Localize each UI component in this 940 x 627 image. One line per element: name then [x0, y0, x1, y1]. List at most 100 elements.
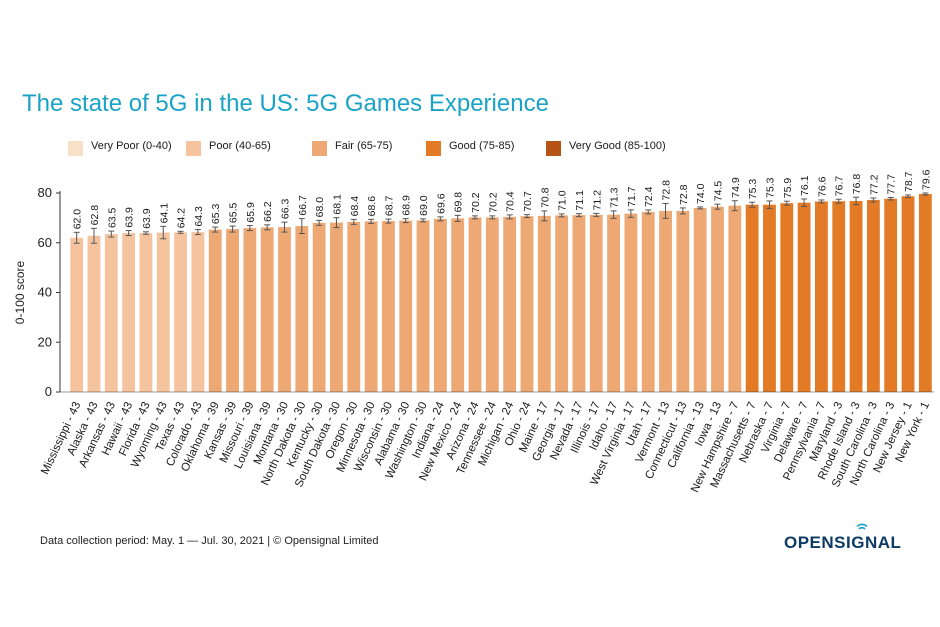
- bar: [226, 229, 239, 392]
- data-label: 74.5: [713, 181, 725, 202]
- data-label: 62.0: [72, 209, 84, 230]
- data-label: 63.9: [124, 207, 136, 228]
- y-tick-label: 60: [38, 235, 52, 250]
- error-bar: [801, 198, 808, 207]
- y-tick-label: 20: [38, 334, 52, 349]
- legend-swatch-very-good: [546, 141, 561, 156]
- bar: [87, 235, 101, 392]
- legend-swatch-very-poor: [68, 141, 83, 156]
- error-bar: [558, 213, 565, 218]
- error-bar: [714, 203, 721, 210]
- bar: [156, 232, 170, 392]
- footer-note: Data collection period: May. 1 — Jul. 30…: [40, 535, 379, 547]
- data-label: 64.3: [193, 206, 205, 227]
- error-bar: [783, 200, 790, 206]
- bar: [693, 207, 707, 392]
- error-bar: [368, 218, 375, 224]
- bar: [312, 222, 326, 392]
- data-label: 64.1: [158, 203, 170, 224]
- data-label: 75.3: [764, 177, 776, 198]
- data-label: 68.6: [366, 196, 378, 217]
- bar: [745, 204, 759, 392]
- bar: [866, 199, 880, 392]
- bar: [555, 215, 569, 392]
- bar: [607, 214, 620, 392]
- error-bar: [679, 207, 686, 215]
- data-label: 63.9: [141, 208, 153, 229]
- bar: [485, 217, 499, 392]
- bar: [918, 193, 932, 392]
- data-label: 71.7: [626, 186, 638, 207]
- bar: [659, 210, 672, 392]
- bar: [330, 222, 343, 392]
- error-bar: [437, 216, 444, 222]
- error-bar: [593, 212, 600, 217]
- error-bar: [662, 202, 669, 219]
- bar: [70, 237, 84, 392]
- bar: [676, 210, 690, 392]
- legend-label-very-poor: Very Poor (0-40): [91, 140, 172, 152]
- error-bar: [697, 206, 704, 210]
- error-bar: [645, 209, 652, 215]
- y-tick-label: 40: [38, 285, 52, 300]
- error-bar: [922, 192, 929, 196]
- bar: [364, 221, 378, 392]
- data-label: 66.3: [280, 199, 292, 220]
- data-label: 65.3: [210, 203, 222, 224]
- data-label: 68.0: [314, 197, 326, 218]
- error-bar: [489, 215, 496, 220]
- data-label: 76.8: [851, 174, 863, 195]
- error-bar: [402, 218, 409, 224]
- error-bar: [887, 196, 894, 201]
- bar: [243, 228, 257, 392]
- data-label: 71.3: [609, 187, 621, 208]
- bar: [520, 216, 534, 392]
- data-label: 63.5: [106, 207, 118, 228]
- error-bar: [385, 218, 392, 224]
- logo-wordmark: OPENSIGNAL: [784, 533, 901, 552]
- data-label: 70.2: [487, 192, 499, 213]
- bar: [122, 233, 136, 392]
- data-label: 68.9: [401, 195, 413, 216]
- error-bar: [523, 214, 530, 219]
- bar: [468, 217, 482, 392]
- data-label: 79.6: [920, 169, 932, 190]
- error-bar: [281, 221, 288, 233]
- error-bar: [246, 225, 253, 232]
- bar: [624, 213, 638, 392]
- bar: [416, 220, 430, 392]
- bar: [537, 215, 551, 392]
- data-label: 71.0: [557, 190, 569, 211]
- bar: [174, 232, 187, 392]
- bar: [797, 202, 811, 392]
- bar: [711, 206, 724, 392]
- bar: [641, 211, 655, 392]
- bar: [451, 218, 465, 392]
- bar: [399, 220, 413, 392]
- error-bar: [853, 196, 860, 206]
- error-bar: [333, 217, 340, 229]
- error-bar: [835, 198, 842, 204]
- legend-label-fair: Fair (65-75): [335, 140, 393, 152]
- chart-title: The state of 5G in the US: 5G Games Expe…: [22, 90, 549, 117]
- y-axis-label: 0-100 score: [13, 260, 27, 324]
- bar: [278, 227, 291, 392]
- bar: [347, 221, 361, 392]
- data-label: 72.8: [678, 184, 690, 205]
- data-label: 69.8: [453, 192, 465, 213]
- signal-icon: [856, 523, 868, 530]
- bar: [901, 196, 915, 392]
- legend-label-very-good: Very Good (85-100): [569, 140, 666, 152]
- data-label: 64.2: [176, 208, 188, 229]
- data-label: 72.8: [661, 180, 673, 201]
- legend-swatch-good: [426, 141, 441, 156]
- error-bar: [766, 200, 773, 209]
- error-bar: [454, 214, 461, 222]
- bar: [295, 226, 309, 392]
- data-label: 78.7: [903, 171, 915, 192]
- bar: [728, 205, 742, 392]
- error-bar: [108, 230, 115, 238]
- y-tick-label: 80: [38, 185, 52, 200]
- data-label: 74.9: [730, 177, 742, 198]
